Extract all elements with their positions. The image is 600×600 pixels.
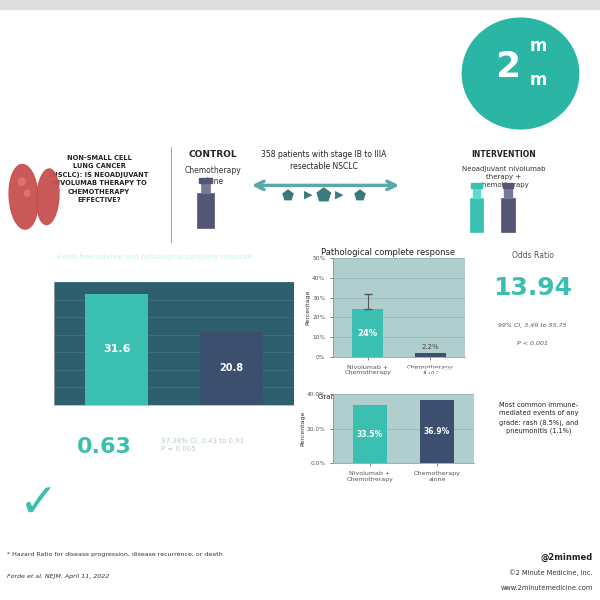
Text: CONTROL: CONTROL — [188, 150, 238, 159]
Ellipse shape — [9, 164, 38, 229]
Bar — [420, 400, 454, 463]
Text: 31.6: 31.6 — [103, 344, 131, 355]
Text: small-cell lung cancer: small-cell lung cancer — [18, 85, 198, 100]
Text: m: m — [529, 71, 547, 89]
Y-axis label: Months: Months — [27, 329, 36, 358]
Text: increases event-free survival in resectable non-: increases event-free survival in resecta… — [18, 52, 414, 67]
Text: ⬟: ⬟ — [282, 190, 294, 204]
Y-axis label: Percentage: Percentage — [300, 411, 305, 446]
Bar — [197, 193, 214, 228]
Text: 2: 2 — [495, 50, 520, 85]
Text: Neoadjuvant nivolumab plus chemotherapy led to a longer event-free: Neoadjuvant nivolumab plus chemotherapy … — [87, 479, 389, 488]
Text: m: m — [529, 37, 547, 55]
Bar — [504, 188, 512, 198]
Bar — [85, 294, 148, 405]
Ellipse shape — [25, 190, 30, 196]
Bar — [200, 332, 263, 405]
Bar — [502, 198, 515, 232]
Text: ✓: ✓ — [19, 483, 59, 528]
Text: Event-free survival and pathological complete response: Event-free survival and pathological com… — [57, 254, 252, 260]
Text: Hazard
Ratio*: Hazard Ratio* — [13, 436, 48, 455]
Text: 20.8: 20.8 — [219, 364, 243, 373]
Text: ⬟: ⬟ — [354, 190, 366, 204]
Text: ⬟: ⬟ — [316, 188, 332, 206]
Bar — [415, 353, 446, 357]
Text: Neoadjuvant nivolumab plus chemotherapy: Neoadjuvant nivolumab plus chemotherapy — [18, 17, 378, 32]
Bar — [503, 183, 513, 188]
Text: P < 0.001: P < 0.001 — [517, 341, 548, 346]
Bar — [200, 182, 211, 193]
Bar — [199, 178, 212, 184]
Bar — [470, 198, 483, 232]
Text: 33.5%: 33.5% — [357, 430, 383, 439]
Text: Pathological complete response: Pathological complete response — [320, 248, 455, 257]
Circle shape — [460, 16, 581, 131]
Ellipse shape — [37, 169, 59, 224]
Text: PRIMARY END POINTS: PRIMARY END POINTS — [86, 247, 223, 257]
Text: Most common immune-
mediated events of any
grade: rash (8.5%), and
pneumonitis (: Most common immune- mediated events of a… — [499, 402, 578, 434]
Text: Event-Free Survival: Event-Free Survival — [8, 270, 92, 279]
Bar — [0, 0, 600, 9]
Text: 358 patients with stage IB to IIIA
resectable NSCLC: 358 patients with stage IB to IIIA resec… — [262, 150, 386, 170]
Text: response than chemotherapy alone.: response than chemotherapy alone. — [87, 521, 244, 530]
Bar — [352, 310, 383, 357]
Text: Forde et al. NEJM. April 11, 2022: Forde et al. NEJM. April 11, 2022 — [7, 574, 109, 579]
Text: survival and higher percentage of patients with a pathological complete: survival and higher percentage of patien… — [87, 500, 399, 509]
Text: 24%: 24% — [358, 329, 377, 338]
Bar — [353, 406, 387, 463]
Text: INTERVENTION: INTERVENTION — [472, 150, 536, 159]
Text: 97.38% CI, 0.43 to 0.91
P = 0.005: 97.38% CI, 0.43 to 0.91 P = 0.005 — [161, 438, 244, 452]
Text: 0.63: 0.63 — [77, 437, 132, 457]
Bar — [473, 188, 480, 198]
Text: Neoadjuvant nivolumab
therapy +
chemotherapy: Neoadjuvant nivolumab therapy + chemothe… — [462, 166, 546, 188]
Text: Grade 3 or 4: Grade 3 or 4 — [318, 394, 362, 400]
Y-axis label: Percentage: Percentage — [306, 290, 311, 325]
Text: www.2minutemedicine.com: www.2minutemedicine.com — [500, 585, 593, 591]
Text: ▶  ▶  ▶: ▶ ▶ ▶ — [304, 190, 344, 200]
Text: 2.2%: 2.2% — [422, 344, 439, 350]
Text: NON-SMALL CELL
LUNG CANCER
(NSCLC): IS NEOADJUVANT
NIVOLUMAB THERAPY TO
CHEMOTHE: NON-SMALL CELL LUNG CANCER (NSCLC): IS N… — [49, 155, 149, 203]
Text: * Hazard Ratio for disease progression, disease recurrence, or death: * Hazard Ratio for disease progression, … — [7, 553, 223, 557]
Text: ADVERSE EVENTS: ADVERSE EVENTS — [399, 368, 510, 378]
Ellipse shape — [18, 178, 25, 185]
Text: 36.9%: 36.9% — [424, 427, 450, 436]
Text: @2minmed: @2minmed — [541, 553, 593, 562]
Bar — [471, 183, 482, 188]
Text: 99% CI, 3.49 to 55.75: 99% CI, 3.49 to 55.75 — [498, 323, 567, 328]
Text: Odds Ratio: Odds Ratio — [511, 251, 554, 260]
Text: ©2 Minute Medicine, Inc.: ©2 Minute Medicine, Inc. — [509, 570, 593, 577]
Text: Chemotherapy
alone: Chemotherapy alone — [185, 166, 241, 185]
Text: 13.94: 13.94 — [493, 276, 572, 300]
